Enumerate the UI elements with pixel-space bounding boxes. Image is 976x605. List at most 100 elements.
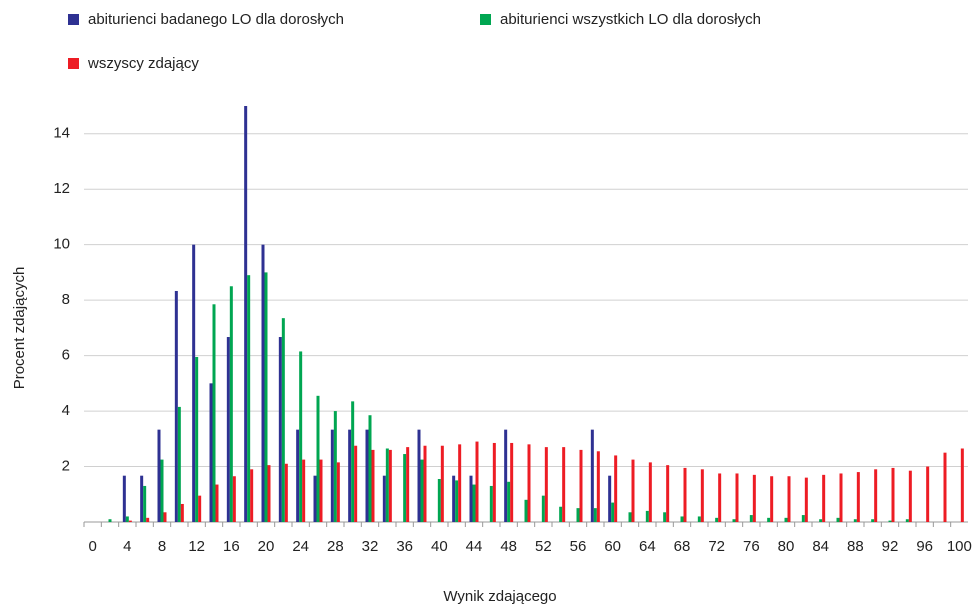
y-tick-label: 4 bbox=[62, 402, 70, 419]
y-axis-title: Procent zdających bbox=[11, 267, 28, 390]
bar bbox=[403, 454, 407, 522]
x-tick-label: 12 bbox=[188, 538, 205, 555]
x-tick-label: 84 bbox=[812, 538, 829, 555]
bar bbox=[128, 520, 132, 522]
bar bbox=[455, 480, 459, 522]
bar bbox=[452, 475, 456, 522]
x-tick-label: 72 bbox=[708, 538, 725, 555]
bar bbox=[157, 429, 161, 522]
bar bbox=[122, 475, 126, 522]
bar bbox=[423, 445, 427, 522]
bar bbox=[229, 286, 233, 522]
bar bbox=[284, 463, 288, 522]
bar bbox=[718, 473, 722, 522]
x-tick-label: 76 bbox=[743, 538, 760, 555]
x-tick-label: 24 bbox=[292, 538, 309, 555]
bar bbox=[700, 469, 704, 522]
bar bbox=[680, 516, 684, 522]
bar bbox=[663, 512, 667, 522]
bar bbox=[562, 447, 566, 522]
x-tick-label: 4 bbox=[123, 538, 131, 555]
bar bbox=[177, 406, 181, 522]
bar bbox=[316, 395, 320, 522]
bar bbox=[770, 476, 774, 522]
bar bbox=[354, 445, 358, 522]
bar bbox=[319, 459, 323, 522]
bar bbox=[527, 444, 531, 522]
bar bbox=[507, 481, 511, 522]
bar bbox=[385, 448, 389, 522]
y-tick-label: 2 bbox=[62, 458, 70, 475]
y-tick-label: 8 bbox=[62, 291, 70, 308]
bar bbox=[492, 442, 496, 522]
bar bbox=[313, 475, 317, 522]
bar bbox=[784, 517, 788, 522]
bar bbox=[108, 519, 112, 522]
bar bbox=[596, 451, 600, 522]
bar bbox=[437, 479, 441, 522]
bar bbox=[593, 508, 597, 522]
x-tick-label: 96 bbox=[916, 538, 933, 555]
bar bbox=[440, 445, 444, 522]
x-tick-label: 40 bbox=[431, 538, 448, 555]
bar bbox=[281, 318, 285, 522]
bar bbox=[302, 459, 306, 522]
y-tick-label: 10 bbox=[53, 236, 70, 253]
x-tick-label: 68 bbox=[674, 538, 691, 555]
bar bbox=[836, 517, 840, 522]
bar bbox=[226, 337, 230, 522]
bar bbox=[559, 506, 563, 522]
bar bbox=[590, 429, 594, 522]
bar bbox=[336, 462, 340, 522]
bar bbox=[579, 449, 583, 522]
bar bbox=[469, 475, 473, 522]
bar bbox=[365, 429, 369, 522]
bar bbox=[960, 448, 964, 522]
bar bbox=[163, 512, 167, 522]
legend-label: abiturienci wszystkich LO dla dorosłych bbox=[500, 11, 761, 28]
x-tick-label: 92 bbox=[882, 538, 899, 555]
bar bbox=[330, 429, 334, 522]
bar bbox=[420, 459, 424, 522]
bar bbox=[174, 290, 178, 522]
bar bbox=[244, 106, 248, 522]
bar bbox=[489, 485, 493, 522]
bar bbox=[261, 244, 265, 522]
bar bbox=[732, 519, 736, 522]
legend-swatch bbox=[480, 14, 491, 25]
x-tick-label: 20 bbox=[258, 538, 275, 555]
x-tick-label: 88 bbox=[847, 538, 864, 555]
bar bbox=[871, 519, 875, 522]
x-tick-label: 8 bbox=[158, 538, 166, 555]
bar bbox=[475, 441, 479, 522]
bar bbox=[278, 337, 282, 522]
bar bbox=[388, 449, 392, 522]
bar bbox=[524, 499, 528, 522]
bar bbox=[143, 485, 147, 522]
bar bbox=[348, 429, 352, 522]
bar bbox=[406, 447, 410, 522]
bar bbox=[839, 473, 843, 522]
x-tick-label: 44 bbox=[466, 538, 483, 555]
bar bbox=[715, 517, 719, 522]
bar bbox=[267, 465, 271, 522]
bar bbox=[683, 467, 687, 522]
bar bbox=[541, 495, 545, 522]
bar bbox=[631, 459, 635, 522]
bar bbox=[333, 411, 337, 522]
legend-label: abiturienci badanego LO dla dorosłych bbox=[88, 11, 344, 28]
bar bbox=[926, 466, 930, 522]
bar bbox=[801, 515, 805, 522]
x-tick-label: 0 bbox=[88, 538, 96, 555]
y-tick-label: 12 bbox=[53, 180, 70, 197]
bar bbox=[180, 503, 184, 522]
bar bbox=[544, 447, 548, 522]
bar bbox=[198, 495, 202, 522]
legend-label: wszyscy zdający bbox=[87, 55, 199, 72]
x-tick-label: 28 bbox=[327, 538, 344, 555]
bar bbox=[628, 512, 632, 522]
bar bbox=[819, 519, 823, 522]
bar bbox=[648, 462, 652, 522]
bar bbox=[666, 465, 670, 522]
y-tick-label: 14 bbox=[53, 125, 70, 142]
